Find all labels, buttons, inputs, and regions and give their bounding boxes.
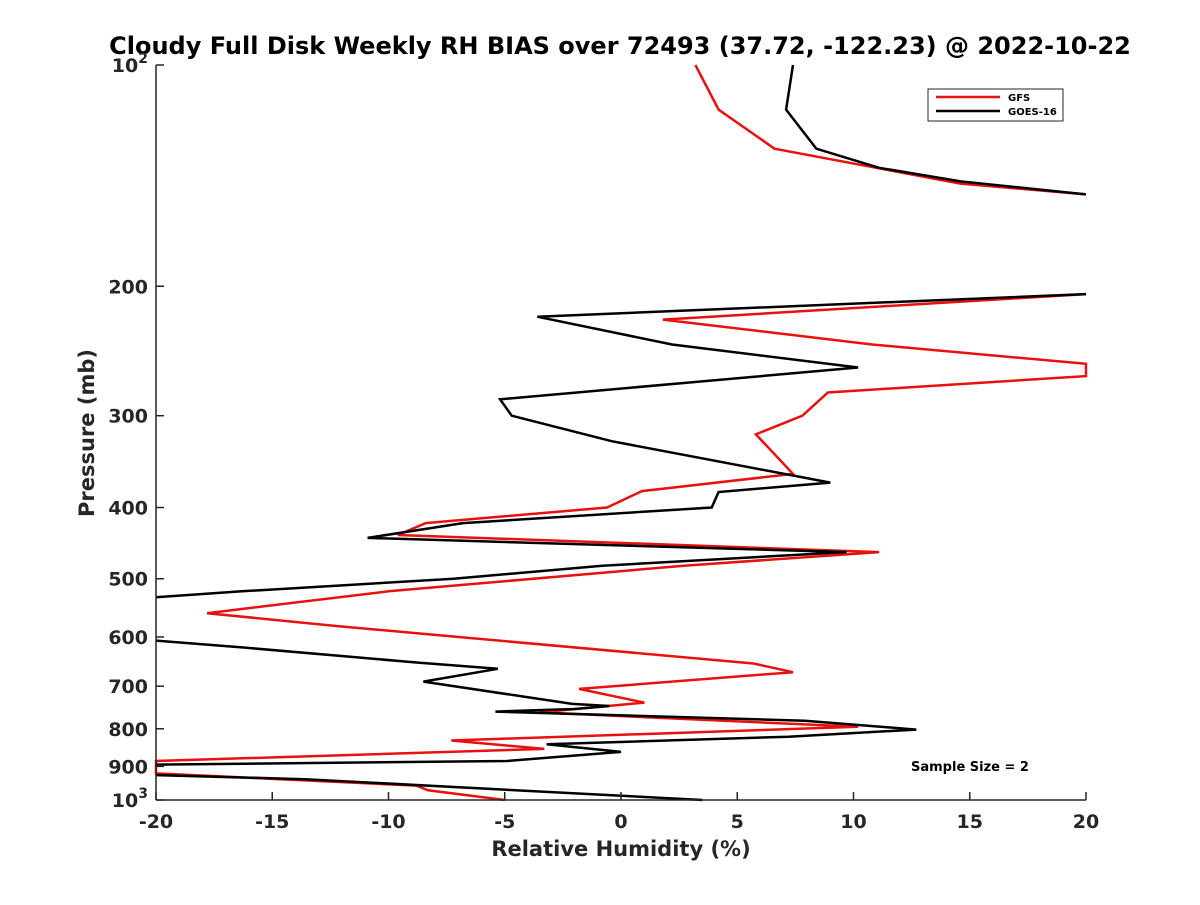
x-tick-label: 15 [957,811,983,833]
x-axis-label: Relative Humidity (%) [491,837,750,861]
x-tick-label: 20 [1073,811,1099,833]
x-tick-label: -10 [371,811,405,833]
series-line-goes-16-1 [155,292,1087,599]
y-tick-label: 800 [108,719,148,741]
y-tick-label: 102 [112,51,148,77]
x-tick-label: 5 [731,811,744,833]
series-line-gfs-0 [694,64,1087,196]
x-tick-label: 0 [614,811,627,833]
y-tick-label: 300 [108,406,148,428]
chart-title: Cloudy Full Disk Weekly RH BIAS over 724… [109,32,1131,60]
legend: GFS GOES-16 [927,88,1064,122]
y-tick-label: 103 [112,786,148,812]
x-tick-label: -5 [494,811,515,833]
x-tick-label: 10 [840,811,866,833]
x-tick-label: -20 [139,811,173,833]
sample-size-annotation: Sample Size = 2 [911,760,1029,775]
y-tick-label: 500 [108,569,148,591]
legend-label-gfs: GFS [1008,93,1030,104]
legend-box [927,88,1064,122]
series-line-goes-16-3 [155,773,703,802]
series-layer [154,64,1088,802]
plot-area [156,65,1086,800]
x-ticks: -20 -15 -10 -5 0 5 10 15 20 [139,792,1099,833]
y-tick-label: 600 [108,627,148,649]
x-tick-label: -15 [255,811,289,833]
legend-label-goes16: GOES-16 [1008,107,1057,118]
y-ticks: 102 200 300 400 500 600 700 800 900 103 [108,51,164,812]
y-tick-label: 900 [108,756,148,778]
y-axis-label: Pressure (mb) [75,349,99,517]
y-tick-label: 700 [108,676,148,698]
y-tick-label: 400 [108,498,148,520]
series-line-gfs-1 [154,292,1088,802]
series-line-goes-16-0 [784,64,1087,196]
y-tick-label: 200 [108,276,148,298]
series-line-goes-16-2 [155,639,917,766]
